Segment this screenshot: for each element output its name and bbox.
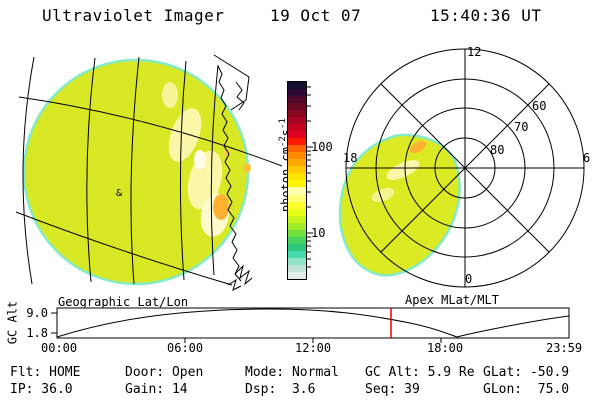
mlat-ring-label-80: 80: [490, 143, 505, 157]
xtick-0600: 06:00: [167, 341, 204, 355]
status-flt: Flt: HOME: [10, 365, 81, 380]
obs-time-ut: 15:40:36 UT: [430, 6, 542, 25]
gc-alt-axis-label: GC Alt: [5, 300, 20, 345]
status-glon: GLon: 75.0: [483, 382, 570, 397]
status-ip: IP: 36.0: [10, 382, 73, 397]
auroral-blob-features: [371, 140, 427, 202]
app-title: Ultraviolet Imager: [42, 6, 225, 25]
xtick-1800: 18:00: [427, 341, 464, 355]
mlt-label-12: 12: [467, 45, 482, 59]
xtick-2359: 23:59: [546, 341, 583, 355]
polar-plot: [338, 48, 585, 288]
coastline: [217, 65, 253, 291]
status-door: Door: Open: [125, 365, 204, 380]
mlt-label-18: 18: [343, 151, 358, 165]
mlt-label-0: 0: [465, 272, 473, 286]
status-gc-alt: GC Alt: 5.9 Re: [365, 365, 475, 380]
xtick-0000: 00:00: [41, 341, 78, 355]
ytick-9: 9.0: [26, 306, 48, 320]
axis-ticks: [51, 312, 442, 343]
dayglow-hotspots: [213, 149, 251, 220]
mlt-label-6: 6: [583, 151, 591, 165]
status-seq: Seq: 39: [365, 382, 420, 397]
colorbar-tick-100: 100: [311, 140, 333, 154]
colorbar-gradient: [287, 81, 307, 280]
right-plot-caption: Apex MLat/MLT: [405, 293, 499, 307]
earth-disk-image: &: [15, 54, 283, 291]
status-gain: Gain: 14: [125, 382, 188, 397]
status-glat: GLat: -50.9: [483, 365, 570, 380]
ytick-1-8: 1.8: [26, 326, 48, 340]
timeline-frame: [56, 307, 570, 339]
status-dsp: Dsp: 3.6: [245, 382, 316, 397]
gc-alt-timeline-plot: [51, 307, 570, 343]
obs-date: 19 Oct 07: [270, 6, 362, 25]
colorbar-unit-label: photon cm-2s-1: [264, 118, 293, 241]
mlat-ring-label-60: 60: [532, 99, 547, 113]
left-plot-caption: Geographic Lat/Lon: [58, 295, 189, 309]
geo-grid-lines: [15, 54, 283, 286]
status-mode: Mode: Normal: [245, 365, 339, 380]
station-marker: &: [116, 188, 122, 199]
colorbar-ticks: [307, 86, 313, 268]
xtick-1200: 12:00: [295, 341, 332, 355]
colorbar-tick-10: 10: [311, 226, 326, 240]
mlat-ring-label-70: 70: [514, 120, 529, 134]
altitude-curve: [56, 308, 570, 338]
mlat-mlt-grid: [345, 48, 585, 288]
